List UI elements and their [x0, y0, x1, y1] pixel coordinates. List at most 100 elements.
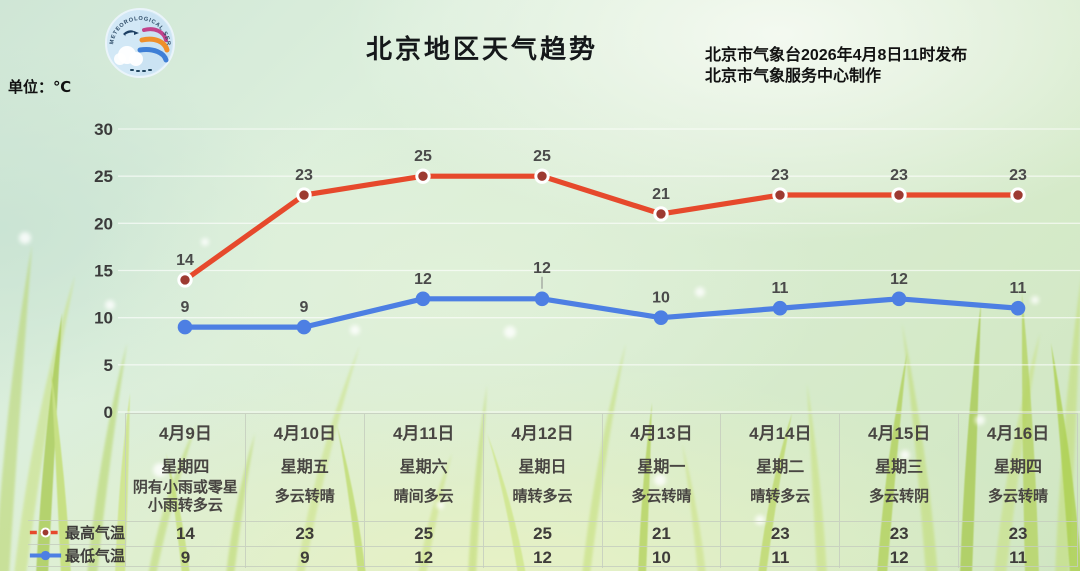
y-axis-tick-label: 10 [94, 309, 113, 328]
data-point-label: 12 [533, 260, 551, 277]
data-point-label: 23 [771, 167, 789, 184]
data-point [534, 291, 550, 307]
y-axis-tick-label: 5 [104, 356, 113, 375]
table-cell-high-temp: 14 [126, 521, 245, 546]
table-cell-high-temp: 23 [720, 521, 840, 546]
table-cell-low-temp: 12 [482, 546, 602, 568]
day-weekday: 星期日 [518, 459, 567, 476]
day-date: 4月11日 [392, 424, 455, 443]
y-axis-tick-label: 15 [94, 262, 113, 281]
y-axis-tick-label: 20 [94, 214, 113, 233]
data-point-label: 23 [295, 167, 313, 184]
data-point [653, 310, 669, 325]
data-point-label: 11 [1010, 280, 1027, 297]
data-point [891, 187, 907, 203]
page-title: 北京地区天气趋势 [366, 34, 599, 64]
day-date: 4月14日 [749, 424, 812, 443]
data-point [415, 291, 431, 307]
data-point [534, 168, 550, 184]
data-point [296, 319, 312, 335]
table-cell-day: 4月13日 星期一 多云转晴 [601, 414, 721, 521]
day-date: 4月15日 [868, 424, 931, 443]
legend-item-low-temp: 最低气温 [28, 545, 125, 567]
data-point [1010, 187, 1026, 203]
data-point [772, 187, 788, 203]
day-weekday: 星期四 [994, 459, 1043, 476]
day-weather: 多云转晴 [988, 487, 1049, 505]
data-point [1010, 300, 1026, 316]
y-axis-tick-label: 30 [94, 120, 113, 139]
day-weekday: 星期四 [161, 459, 210, 476]
table-cell-low-temp: 11 [958, 546, 1077, 568]
table-cell-day: 4月10日 星期五 多云转晴 [244, 414, 364, 521]
data-point-label: 21 [652, 186, 670, 203]
table-cell-day: 4月12日 星期日 晴转多云 [482, 414, 602, 521]
data-point [891, 291, 907, 307]
data-point-label: 12 [414, 271, 432, 288]
data-point-label: 11 [772, 280, 789, 297]
data-point-label: 23 [890, 167, 908, 184]
day-date: 4月16日 [986, 424, 1050, 443]
table-cell-high-temp: 23 [244, 521, 364, 546]
day-weather: 晴转多云 [512, 487, 573, 505]
data-point-label: 9 [181, 299, 190, 316]
day-weekday: 星期二 [756, 459, 805, 476]
issue-info: 北京市气象台2026年4月8日11时发布 北京市气象服务中心制作 [705, 45, 967, 87]
data-point-label: 14 [176, 252, 194, 269]
beijing-meteorological-service-logo: METEOROLOGICAL SERVICE [104, 7, 175, 78]
day-weekday: 星期三 [875, 459, 924, 476]
day-date: 4月9日 [158, 424, 212, 443]
table-cell-high-temp: 23 [839, 521, 959, 546]
table-cell-high-temp: 25 [482, 521, 602, 546]
low-temp-marker-icon [29, 550, 62, 561]
data-point-label: 12 [890, 271, 908, 288]
table-cell-high-temp: 21 [601, 521, 721, 546]
table-cell-high-temp: 23 [958, 521, 1077, 546]
table-cell-day: 4月15日星期三多云转阴 [839, 414, 958, 521]
y-axis-tick-label: 25 [94, 167, 113, 186]
high-temp-marker-icon [29, 527, 62, 538]
legend-label-low-temp: 最低气温 [64, 548, 125, 565]
data-point [772, 300, 788, 316]
table-cell-low-temp: 12 [839, 546, 959, 568]
table-cell-low-temp: 9 [126, 546, 245, 568]
day-date: 4月10日 [273, 424, 336, 443]
forecast-table: 4月9日 星期四 阴有小雨或零星小雨转多云 4月10日 星期五 多云转晴 4月11日 星期六晴… [125, 413, 1078, 568]
data-point [177, 272, 193, 288]
day-weather: 多云转晴 [274, 487, 335, 505]
issued-by-line: 北京市气象台2026年4月8日11时发布 [705, 47, 968, 64]
table-cell-low-temp: 11 [720, 546, 840, 568]
data-point [653, 206, 669, 222]
table-cell-high-temp: 25 [363, 521, 483, 546]
series-line-1 [182, 296, 1021, 330]
day-weather: 晴间多云 [393, 487, 454, 505]
unit-label: 单位：℃ [8, 79, 72, 96]
data-point-label: 23 [1009, 167, 1027, 184]
day-weekday: 星期六 [399, 459, 448, 476]
data-point-label: 9 [300, 299, 309, 316]
day-weather: 多云转晴 [631, 487, 692, 505]
y-axis-tick-label: 0 [104, 403, 113, 422]
table-cell-low-temp: 10 [601, 546, 721, 568]
legend-label-high-temp: 最高气温 [64, 525, 125, 542]
grass-background [0, 232, 1080, 571]
table-cell-day: 4月16日星期四多云转晴 [958, 414, 1077, 521]
table-cell-day: 4月14日星期二晴转多云 [720, 414, 839, 521]
series-line-0 [182, 173, 1021, 283]
legend-item-high-temp: 最高气温 [28, 520, 125, 545]
data-point [415, 168, 431, 184]
table-cell-day: 4月9日 星期四 阴有小雨或零星小雨转多云 [126, 414, 245, 521]
table-cell-low-temp: 12 [363, 546, 483, 568]
data-point-label: 25 [533, 148, 551, 165]
data-point-label: 25 [414, 148, 432, 165]
table-cell-day: 4月11日星期六晴间多云 [363, 414, 483, 521]
data-point-label: 10 [652, 290, 670, 307]
data-point [296, 187, 312, 203]
day-weather: 晴转多云 [750, 487, 811, 505]
produced-by-line: 北京市气象服务中心制作 [705, 68, 882, 85]
day-weather: 多云转阴 [869, 487, 930, 505]
chart-legend: 最高气温 最低气温 [28, 520, 125, 567]
data-point [177, 319, 193, 335]
table-cell-low-temp: 9 [244, 546, 364, 568]
